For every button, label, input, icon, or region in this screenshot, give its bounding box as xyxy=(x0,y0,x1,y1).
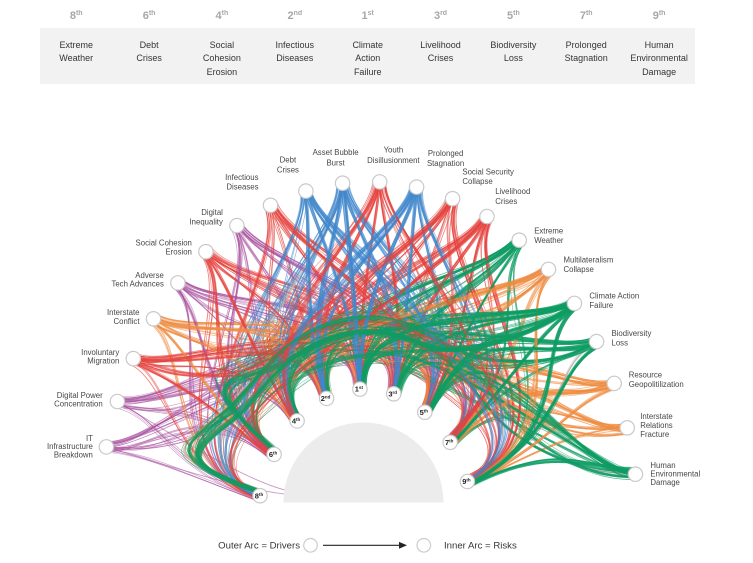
svg-text:Inequality: Inequality xyxy=(190,218,223,227)
svg-text:Multilateralism: Multilateralism xyxy=(564,256,614,265)
svg-text:Adverse: Adverse xyxy=(135,271,164,280)
svg-text:Resource: Resource xyxy=(629,371,662,380)
svg-text:Relations: Relations xyxy=(640,421,673,430)
svg-text:Damage: Damage xyxy=(650,478,679,487)
svg-text:Burst: Burst xyxy=(326,158,345,167)
svg-text:3rd: 3rd xyxy=(388,389,397,398)
svg-text:Failure: Failure xyxy=(589,301,613,310)
svg-text:7th: 7th xyxy=(445,438,454,447)
svg-text:2nd: 2nd xyxy=(321,394,331,403)
svg-text:Crises: Crises xyxy=(277,166,299,175)
svg-text:Digital: Digital xyxy=(201,208,223,217)
svg-text:Prolonged: Prolonged xyxy=(428,149,464,158)
svg-text:Outer Arc = Drivers: Outer Arc = Drivers xyxy=(218,541,300,552)
svg-text:Interstate: Interstate xyxy=(107,308,140,317)
svg-text:Disillusionment: Disillusionment xyxy=(367,156,420,165)
svg-text:Breakdown: Breakdown xyxy=(54,451,93,460)
svg-text:Crises: Crises xyxy=(495,197,517,206)
svg-text:9th: 9th xyxy=(462,477,471,486)
svg-text:Social Security: Social Security xyxy=(462,167,514,176)
svg-text:Stagnation: Stagnation xyxy=(427,159,464,168)
svg-text:Concentration: Concentration xyxy=(54,400,103,409)
svg-text:Migration: Migration xyxy=(87,357,119,366)
svg-text:Inner Arc = Risks: Inner Arc = Risks xyxy=(444,541,517,552)
svg-text:IT: IT xyxy=(86,434,93,443)
svg-text:Extreme: Extreme xyxy=(534,227,563,236)
svg-text:Youth: Youth xyxy=(384,146,404,155)
svg-text:Biodiversity: Biodiversity xyxy=(612,329,652,338)
svg-text:Digital Power: Digital Power xyxy=(57,391,103,400)
svg-text:Environmental: Environmental xyxy=(650,470,700,479)
svg-text:Loss: Loss xyxy=(612,339,629,348)
svg-text:Climate Action: Climate Action xyxy=(589,292,639,301)
svg-text:Human: Human xyxy=(650,461,675,470)
svg-text:4th: 4th xyxy=(292,417,301,426)
svg-text:Collapse: Collapse xyxy=(462,177,492,186)
svg-text:Debt: Debt xyxy=(280,155,297,164)
svg-text:1st: 1st xyxy=(355,385,364,394)
svg-text:5th: 5th xyxy=(420,408,429,417)
svg-text:Collapse: Collapse xyxy=(564,265,594,274)
svg-text:Fracture: Fracture xyxy=(640,430,669,439)
svg-text:Livelihood: Livelihood xyxy=(495,187,530,196)
svg-text:Erosion: Erosion xyxy=(165,248,191,257)
svg-text:Asset Bubble: Asset Bubble xyxy=(313,148,359,157)
svg-text:Interstate: Interstate xyxy=(640,412,673,421)
svg-text:Tech Advances: Tech Advances xyxy=(111,280,164,289)
svg-text:Infectious: Infectious xyxy=(225,173,258,182)
svg-text:6th: 6th xyxy=(269,450,278,459)
svg-text:Involuntary: Involuntary xyxy=(81,348,119,357)
svg-text:Weather: Weather xyxy=(534,236,564,245)
svg-text:8th: 8th xyxy=(255,491,264,500)
svg-text:Geopolitilization: Geopolitilization xyxy=(629,380,684,389)
svg-text:Conflict: Conflict xyxy=(114,317,141,326)
svg-text:Diseases: Diseases xyxy=(226,183,258,192)
svg-text:Infrastructure: Infrastructure xyxy=(47,442,93,451)
svg-text:Social Cohesion: Social Cohesion xyxy=(136,239,192,248)
